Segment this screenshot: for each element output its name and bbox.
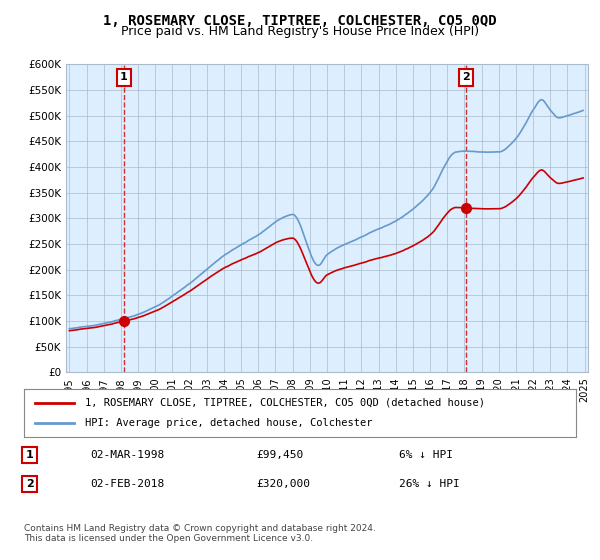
- Text: 02-MAR-1998: 02-MAR-1998: [90, 450, 164, 460]
- Text: £320,000: £320,000: [256, 479, 310, 489]
- Text: 6% ↓ HPI: 6% ↓ HPI: [400, 450, 454, 460]
- Text: Contains HM Land Registry data © Crown copyright and database right 2024.
This d: Contains HM Land Registry data © Crown c…: [24, 524, 376, 543]
- Text: 1: 1: [120, 72, 128, 82]
- Text: 1, ROSEMARY CLOSE, TIPTREE, COLCHESTER, CO5 0QD (detached house): 1, ROSEMARY CLOSE, TIPTREE, COLCHESTER, …: [85, 398, 485, 408]
- Text: 2: 2: [462, 72, 470, 82]
- Text: Price paid vs. HM Land Registry's House Price Index (HPI): Price paid vs. HM Land Registry's House …: [121, 25, 479, 38]
- Text: 2: 2: [26, 479, 34, 489]
- Text: £99,450: £99,450: [256, 450, 303, 460]
- Text: 1: 1: [26, 450, 34, 460]
- Text: 02-FEB-2018: 02-FEB-2018: [90, 479, 164, 489]
- Text: 26% ↓ HPI: 26% ↓ HPI: [400, 479, 460, 489]
- Text: HPI: Average price, detached house, Colchester: HPI: Average price, detached house, Colc…: [85, 418, 372, 428]
- Text: 1, ROSEMARY CLOSE, TIPTREE, COLCHESTER, CO5 0QD: 1, ROSEMARY CLOSE, TIPTREE, COLCHESTER, …: [103, 14, 497, 28]
